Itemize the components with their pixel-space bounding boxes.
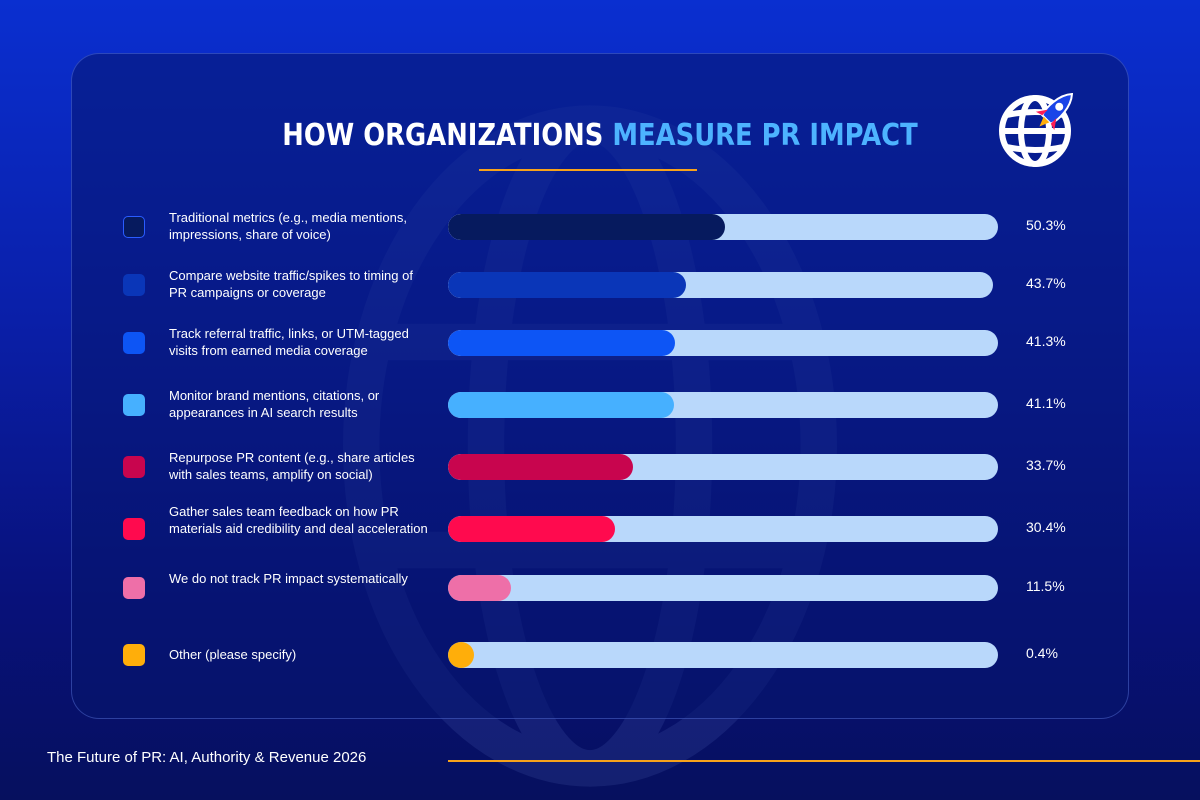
bar-track [448,575,998,601]
chart-panel [71,53,1129,719]
footer-text: The Future of PR: AI, Authority & Revenu… [47,749,367,766]
legend-swatch [123,394,145,416]
bar-row: Traditional metrics (e.g., media mention… [0,202,1200,252]
bar [448,516,616,542]
bar-track [448,454,998,480]
category-label: Monitor brand mentions, citations, or ap… [169,388,380,420]
bar [448,454,634,480]
category-label: Gather sales team feedback on how PR mat… [169,503,428,536]
value-label: 41.3% [1026,333,1066,349]
bar-track [448,642,998,668]
value-label: 11.5% [1026,578,1065,594]
value-label: 41.1% [1026,395,1066,411]
value-label: 50.3% [1026,217,1066,233]
title-main: HOW ORGANIZATIONS [282,118,604,153]
bar-track [448,272,993,298]
bar [448,642,474,668]
category-label: Compare website traffic/spikes to timing… [169,268,413,300]
bar-row: Compare website traffic/spikes to timing… [0,260,1200,310]
bar-row: We do not track PR impact systematically… [0,563,1200,613]
value-label: 0.4% [1026,645,1058,661]
bar [448,575,512,601]
title-underline [479,169,697,171]
legend-swatch [123,332,145,354]
bar-row: Gather sales team feedback on how PR mat… [0,504,1200,554]
title-accent: MEASURE PR IMPACT [612,118,918,153]
category-label: We do not track PR impact systematically [169,571,408,586]
category-label: Traditional metrics (e.g., media mention… [169,210,407,242]
legend-swatch [123,644,145,666]
bar [448,272,687,298]
category-label: Other (please specify) [169,646,297,662]
bar-track [448,330,998,356]
bar [448,392,675,418]
legend-swatch [123,518,145,540]
legend-swatch [123,216,145,238]
value-label: 30.4% [1026,519,1066,535]
bar-track [448,214,998,240]
legend-swatch [123,274,145,296]
bar-row: Other (please specify) 0.4% [0,630,1200,680]
footer-line [448,760,1200,762]
bar-row: Repurpose PR content (e.g., share articl… [0,442,1200,492]
bar-row: Track referral traffic, links, or UTM-ta… [0,318,1200,368]
value-label: 43.7% [1026,275,1066,291]
bar-track [448,392,998,418]
globe-rocket-icon [999,92,1074,167]
bar [448,330,676,356]
category-label: Repurpose PR content (e.g., share articl… [169,450,415,482]
bar-row: Monitor brand mentions, citations, or ap… [0,380,1200,430]
value-label: 33.7% [1026,457,1066,473]
legend-swatch [123,577,145,599]
category-label: Track referral traffic, links, or UTM-ta… [169,326,409,358]
chart-title: HOW ORGANIZATIONS MEASURE PR IMPACT [84,118,1116,153]
legend-swatch [123,456,145,478]
bar-track [448,516,998,542]
bar [448,214,725,240]
